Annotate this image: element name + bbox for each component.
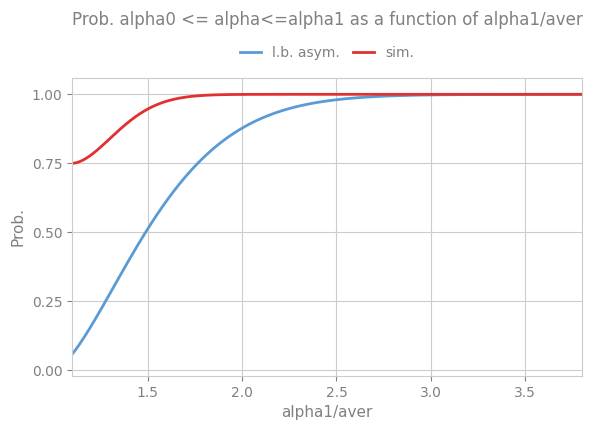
Y-axis label: Prob.: Prob.: [11, 207, 26, 246]
Text: Prob. alpha0 <= alpha<=alpha1 as a function of alpha1/aver: Prob. alpha0 <= alpha<=alpha1 as a funct…: [72, 11, 583, 29]
Legend: l.b. asym., sim.: l.b. asym., sim.: [234, 40, 420, 65]
X-axis label: alpha1/aver: alpha1/aver: [281, 405, 373, 420]
